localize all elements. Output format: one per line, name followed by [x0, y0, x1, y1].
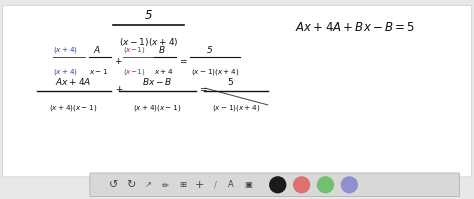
Text: =: =: [199, 85, 207, 94]
Text: $x-1$: $x-1$: [89, 67, 108, 76]
Text: $(x+4)$: $(x+4)$: [53, 45, 78, 55]
Text: +: +: [194, 180, 204, 190]
Text: $A$: $A$: [93, 44, 101, 55]
Text: ✏: ✏: [162, 180, 169, 189]
Text: $x+4$: $x+4$: [155, 67, 174, 76]
Text: A: A: [228, 180, 234, 189]
Text: $5$: $5$: [227, 76, 234, 87]
Text: +: +: [114, 57, 121, 66]
Text: 5: 5: [145, 9, 152, 22]
Text: $Ax+4A+Bx-B=5$: $Ax+4A+Bx-B=5$: [295, 20, 415, 33]
Text: +: +: [115, 85, 122, 94]
Text: $(x+4)$: $(x+4)$: [53, 67, 78, 77]
Circle shape: [318, 177, 333, 193]
Text: $Ax+4A$: $Ax+4A$: [55, 76, 91, 87]
Text: ⊞: ⊞: [179, 180, 186, 189]
Text: ↗: ↗: [145, 180, 152, 189]
FancyBboxPatch shape: [2, 5, 472, 177]
Text: ↺: ↺: [109, 180, 118, 190]
Text: $(x-1)(x+4)$: $(x-1)(x+4)$: [191, 67, 239, 77]
Text: $B$: $B$: [158, 44, 166, 55]
Circle shape: [294, 177, 310, 193]
Text: $(x+4)(x-1)$: $(x+4)(x-1)$: [49, 103, 97, 113]
FancyBboxPatch shape: [90, 173, 460, 197]
Text: ▣: ▣: [244, 180, 252, 189]
Text: $(x+4)(x-1)$: $(x+4)(x-1)$: [133, 103, 182, 113]
Text: $Bx-B$: $Bx-B$: [142, 76, 173, 87]
Text: ↻: ↻: [126, 180, 135, 190]
Text: $(x-1)(x+4)$: $(x-1)(x+4)$: [119, 36, 178, 48]
Text: $(x\!-\!1)$: $(x\!-\!1)$: [123, 45, 145, 55]
Text: /: /: [214, 180, 217, 189]
Circle shape: [341, 177, 357, 193]
Text: $(x-1)(x+4)$: $(x-1)(x+4)$: [212, 103, 260, 113]
Text: 5: 5: [207, 46, 213, 55]
Text: =: =: [179, 57, 187, 66]
Text: $(x\!-\!1)$: $(x\!-\!1)$: [123, 67, 145, 77]
Circle shape: [270, 177, 286, 193]
